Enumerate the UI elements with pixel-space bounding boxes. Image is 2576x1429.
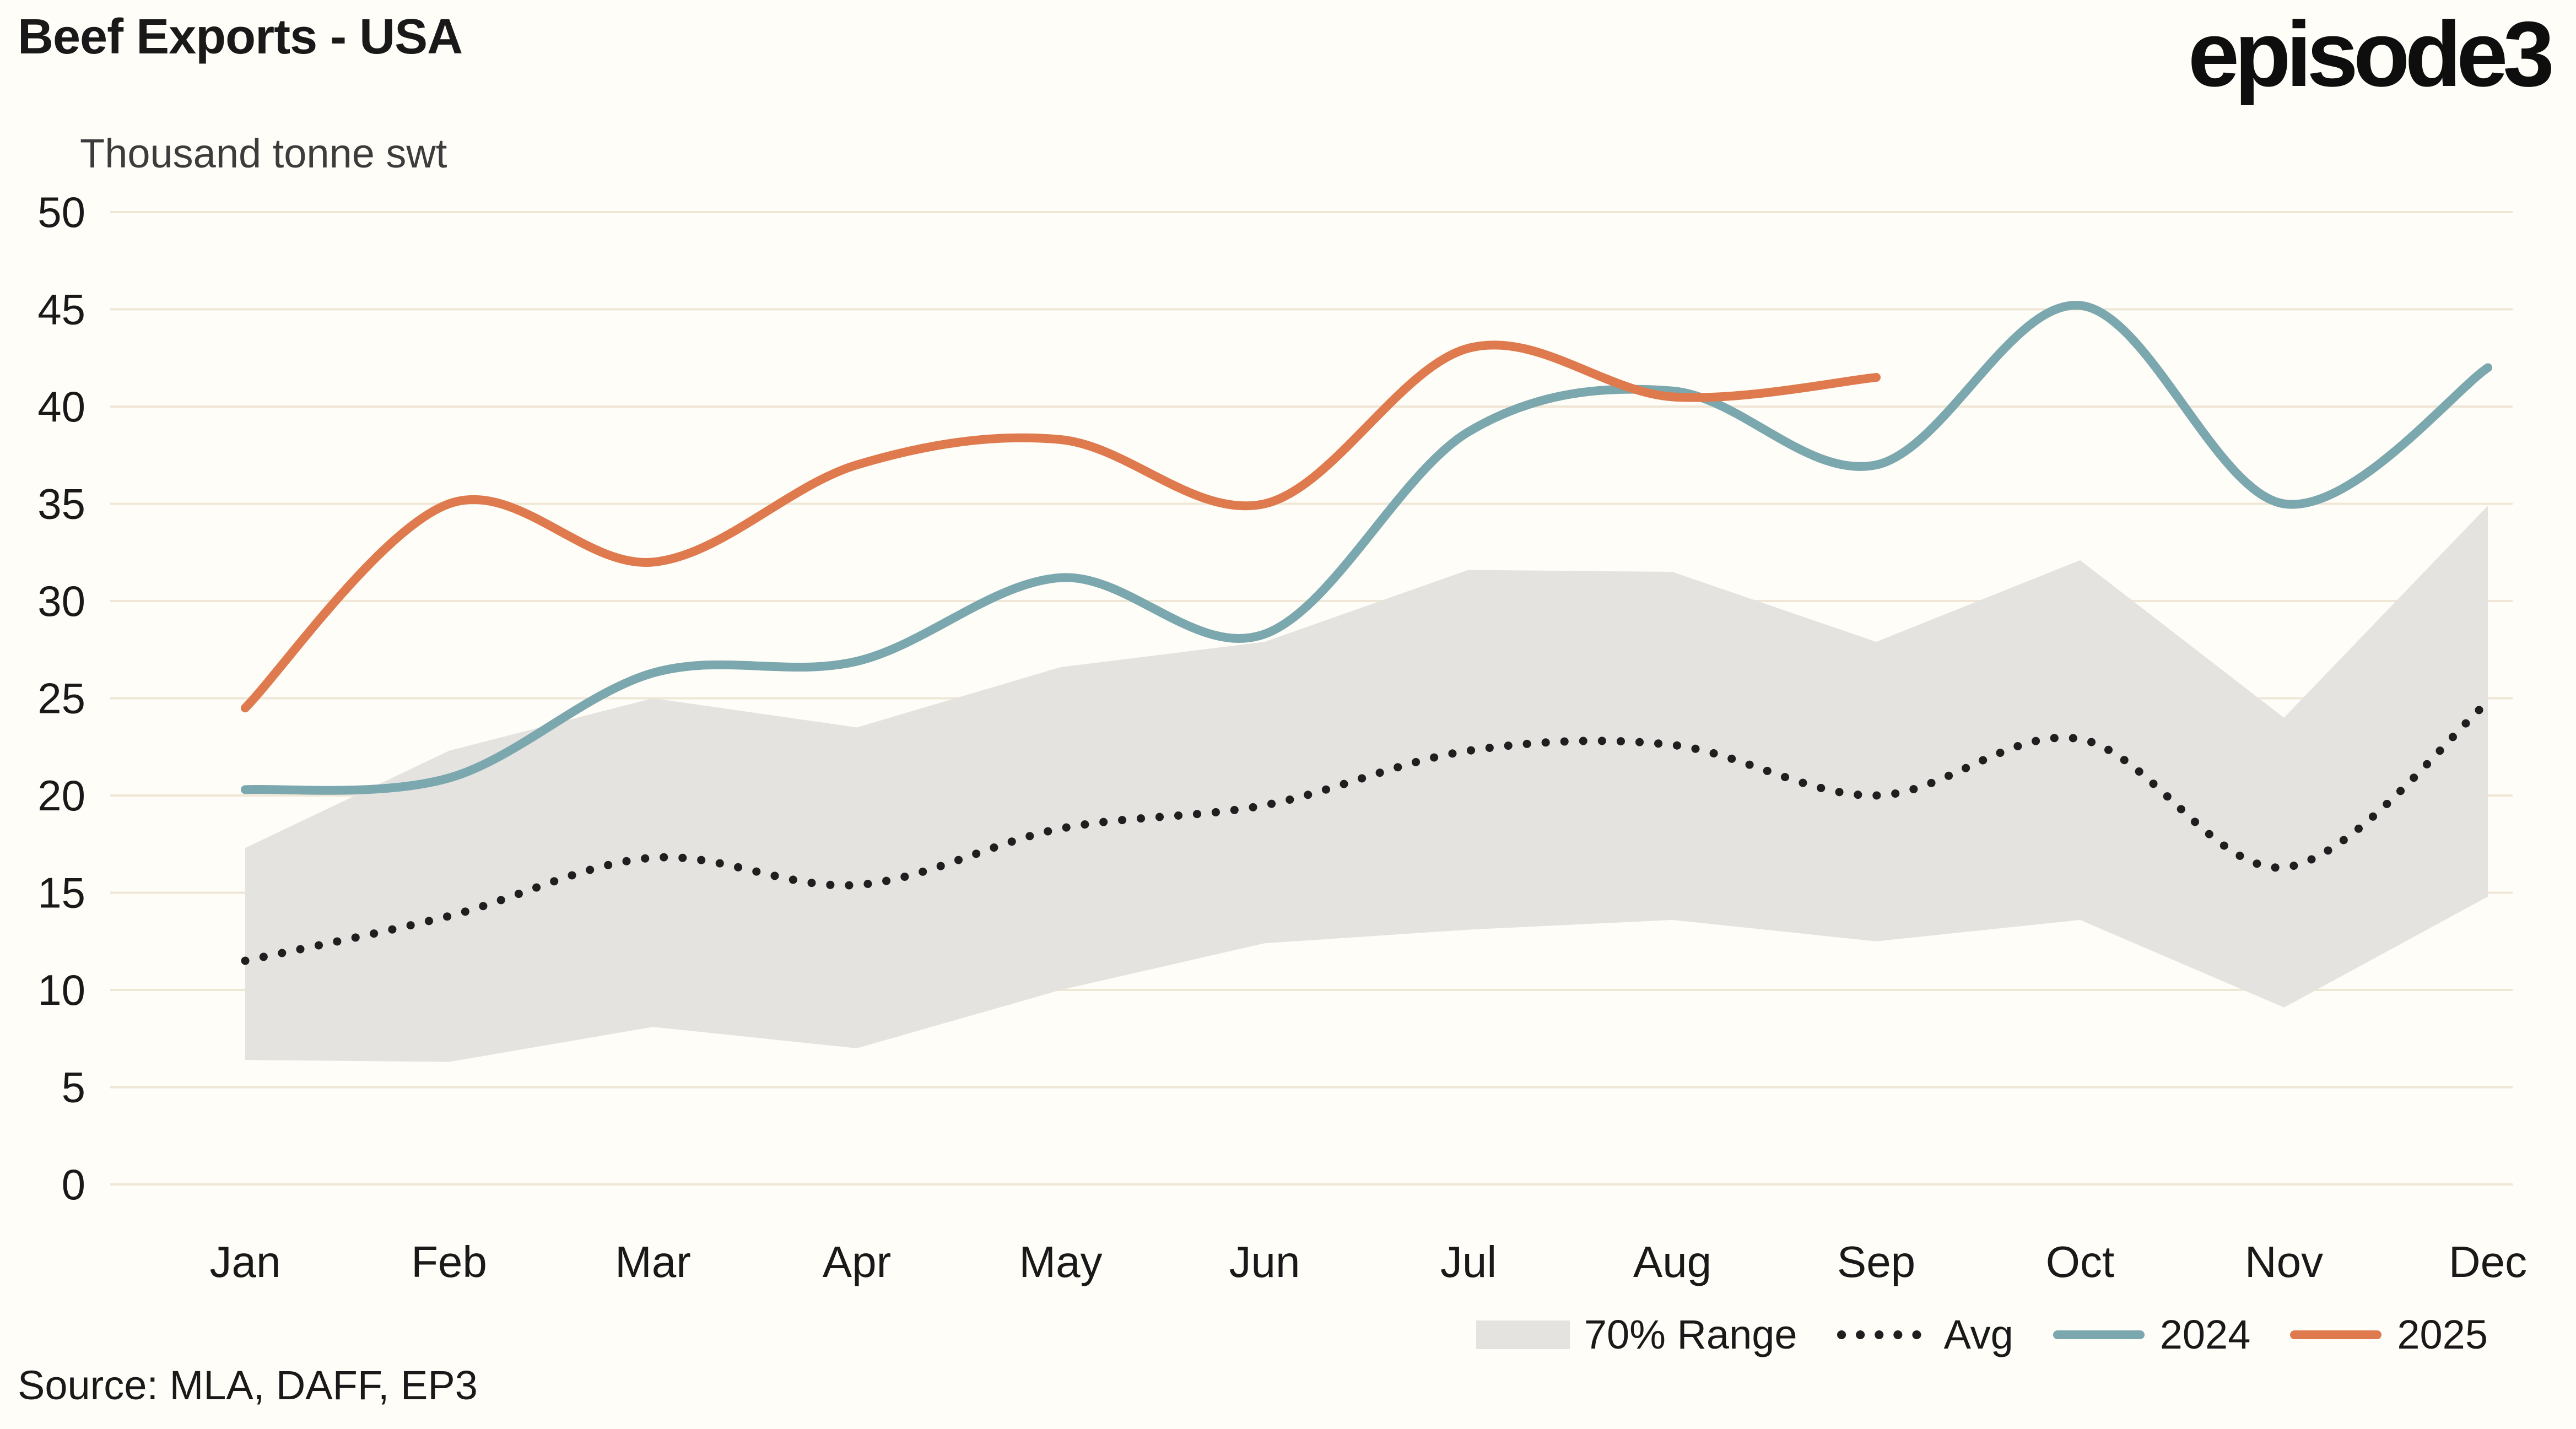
legend-item-2024: 2024	[2052, 1311, 2251, 1358]
series-2025-line	[241, 340, 1881, 713]
x-axis-tick-label: Sep	[1837, 1237, 1915, 1286]
legend-swatch-avg	[1837, 1330, 1929, 1339]
y-axis-tick-label: 35	[37, 480, 85, 528]
x-axis-tick-label: Dec	[2449, 1237, 2527, 1286]
legend-label-avg: Avg	[1943, 1312, 2013, 1357]
y-axis-tick-label: 5	[62, 1063, 85, 1112]
band-70-range	[245, 506, 2488, 1062]
y-axis-tick-label: 25	[37, 674, 85, 723]
legend-swatch-2024	[2053, 1330, 2145, 1339]
y-axis-tick-label: 15	[37, 869, 85, 917]
legend-label-2025: 2025	[2397, 1312, 2488, 1357]
x-axis-tick-label: Nov	[2245, 1237, 2323, 1286]
y-axis-tick-label: 10	[37, 966, 85, 1014]
episode3-logo: episode3	[2188, 2, 2555, 106]
y-axis-tick-label: 45	[37, 285, 85, 334]
page-title: Beef Exports - USA	[18, 9, 463, 64]
legend-label-2024: 2024	[2159, 1312, 2251, 1357]
legend-item-2025: 2025	[2289, 1311, 2488, 1358]
x-axis-tick-label: Mar	[615, 1237, 691, 1286]
x-axis-tick-label: Oct	[2046, 1237, 2114, 1286]
x-axis-tick-label: Aug	[1633, 1237, 1711, 1286]
y-axis-tick-label: 40	[37, 382, 85, 431]
x-axis-tick-label: May	[1019, 1237, 1102, 1286]
y-axis-tick-label: 0	[62, 1160, 85, 1209]
legend-item-70-range: 70% Range	[1476, 1311, 1797, 1358]
y-axis-tick-label: 20	[37, 771, 85, 820]
x-axis-tick-label: Apr	[823, 1237, 892, 1286]
series-2024-line	[241, 301, 2492, 795]
chart-legend: 70% Range Avg 2024 2025	[1476, 1311, 2488, 1358]
legend-swatch-70-range	[1476, 1320, 1570, 1349]
legend-swatch-2025	[2290, 1330, 2382, 1339]
legend-item-avg: Avg	[1836, 1311, 2013, 1358]
y-axis-tick-label: 30	[37, 577, 85, 625]
legend-label-70-range: 70% Range	[1584, 1312, 1797, 1357]
y-axis-tick-label: 50	[37, 188, 85, 236]
y-axis-unit-label: Thousand tonne swt	[80, 131, 447, 176]
x-axis-tick-label: Jun	[1229, 1237, 1300, 1286]
x-axis-tick-label: Jul	[1440, 1237, 1497, 1286]
source-attribution: Source: MLA, DAFF, EP3	[18, 1362, 478, 1408]
x-axis-tick-label: Jan	[210, 1237, 281, 1286]
x-axis-tick-label: Feb	[411, 1237, 487, 1286]
